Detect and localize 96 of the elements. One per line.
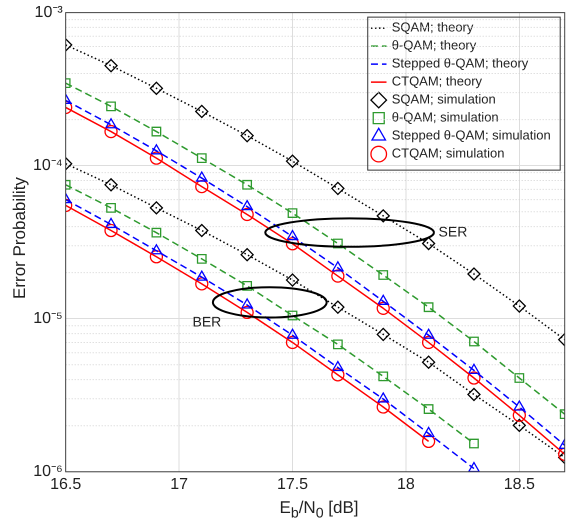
point [469, 438, 479, 448]
point [150, 151, 164, 165]
x-tick-label: 17 [170, 476, 188, 493]
legend-label: θ-QAM; theory [392, 38, 477, 53]
point [376, 209, 390, 223]
point [196, 153, 207, 164]
point [288, 310, 298, 320]
point [104, 59, 118, 72]
point [150, 244, 162, 254]
point [331, 368, 345, 382]
legend-label: CTQAM; theory [392, 74, 483, 89]
point [422, 434, 436, 448]
point [513, 400, 526, 411]
point [105, 118, 117, 128]
point [376, 328, 390, 342]
point [196, 270, 208, 281]
point [514, 373, 524, 383]
legend-label: Stepped θ-QAM; theory [392, 56, 529, 71]
point [241, 200, 253, 210]
point [104, 124, 118, 138]
point [377, 294, 390, 305]
legend-label: θ-QAM; simulation [392, 110, 499, 125]
point [152, 228, 162, 238]
point [150, 82, 164, 95]
point [106, 202, 116, 213]
point [332, 238, 343, 248]
point [106, 101, 116, 112]
x-axis-title: E$_{b}$/N$_{0}$ [dB] [278, 498, 360, 522]
x-tick-label: 16.5 [50, 476, 82, 493]
point [240, 248, 254, 262]
point [422, 356, 436, 369]
legend-label: SQAM; theory [392, 20, 474, 35]
point [286, 237, 300, 250]
point [467, 267, 481, 281]
point [468, 364, 480, 374]
point [376, 400, 390, 414]
x-tick-label: 18.5 [504, 476, 536, 493]
point [195, 104, 208, 118]
point [195, 224, 208, 238]
point [332, 261, 344, 272]
point [422, 236, 436, 250]
point [376, 302, 390, 315]
point [422, 426, 434, 438]
point [240, 129, 254, 142]
point [195, 180, 208, 194]
legend-label: SQAM; simulation [392, 92, 496, 107]
point [196, 171, 208, 182]
point [512, 418, 526, 432]
y-axis-title: Error Probability [10, 176, 30, 301]
legend-label: Stepped θ-QAM; simulation [392, 128, 551, 143]
point [242, 280, 252, 291]
y-tick-label: 10⁻⁵ [33, 310, 63, 328]
point [152, 126, 162, 136]
point [286, 230, 298, 240]
point [422, 328, 434, 339]
point [150, 201, 164, 215]
point [378, 270, 388, 280]
x-tick-label: 18 [397, 476, 415, 493]
point [286, 273, 300, 287]
point [422, 336, 436, 350]
point [242, 180, 252, 190]
point [424, 404, 434, 414]
annotation: SER [438, 223, 468, 240]
point [424, 302, 434, 312]
point [467, 371, 481, 385]
point [469, 336, 479, 346]
point [468, 462, 480, 472]
point [240, 208, 254, 222]
y-tick-label: 10⁻⁴ [33, 157, 63, 174]
point [286, 154, 300, 168]
point [104, 178, 118, 192]
point [286, 328, 298, 339]
y-tick-label: 10⁻³ [34, 4, 64, 22]
point [195, 277, 208, 290]
point [150, 250, 164, 264]
legend-label: CTQAM; simulation [392, 146, 504, 161]
point [467, 388, 481, 402]
point [240, 306, 254, 320]
point [331, 300, 345, 314]
point [241, 298, 253, 309]
point [196, 254, 207, 264]
annotation: BER [192, 313, 222, 330]
point [512, 299, 526, 313]
x-tick-label: 17.5 [276, 476, 308, 493]
point [331, 269, 345, 283]
point [331, 182, 345, 196]
point [286, 336, 300, 350]
point [150, 144, 162, 154]
point [377, 392, 390, 403]
point [332, 339, 343, 350]
point [105, 218, 117, 228]
point [512, 408, 526, 422]
point [378, 372, 388, 382]
point [288, 208, 298, 218]
point [104, 224, 118, 238]
point [332, 360, 344, 372]
